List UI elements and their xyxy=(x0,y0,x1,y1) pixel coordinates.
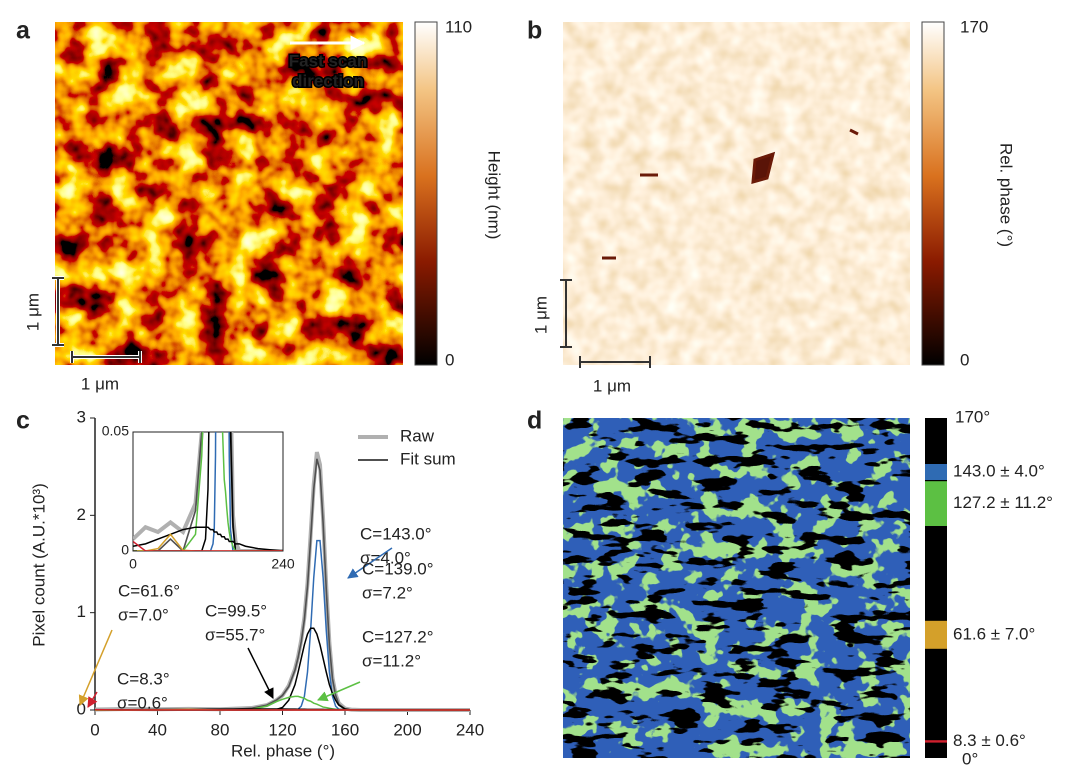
annotation: direction xyxy=(292,71,364,90)
annotation-arrow xyxy=(247,647,274,699)
phase-band xyxy=(925,464,947,480)
x-tick-label: 0 xyxy=(90,720,99,739)
x-tick-label: 240 xyxy=(456,720,484,739)
component-annotation: C=99.5° xyxy=(205,601,267,620)
colorbar xyxy=(921,21,945,366)
inset xyxy=(133,432,283,551)
panel-label: d xyxy=(527,407,542,435)
inset-component-line xyxy=(133,432,283,551)
colorbar-tick-label: 170 xyxy=(960,17,988,36)
annotation-arrow xyxy=(317,681,361,702)
annotation-arrow xyxy=(87,691,98,708)
legend-label: Raw xyxy=(400,426,435,445)
x-tick-label: 80 xyxy=(211,720,230,739)
component-annotation: C=127.2° xyxy=(362,627,434,646)
scale-bar xyxy=(71,351,141,363)
colorbar-tick-label: 0 xyxy=(445,350,454,369)
legend-label: Fit sum xyxy=(400,449,456,468)
colorbar-tick-label: 0 xyxy=(960,350,969,369)
phase-band xyxy=(925,740,947,743)
inset-component-line xyxy=(133,432,283,551)
phase-band xyxy=(925,481,947,526)
annotation-arrow xyxy=(78,629,113,706)
colorbar xyxy=(414,21,438,366)
y-axis-label: Pixel count (A.U.*10³) xyxy=(29,483,48,646)
phase-label: 127.2 ± 11.2° xyxy=(953,493,1053,512)
y-tick-label: 0 xyxy=(77,699,86,718)
y-tick-label: 2 xyxy=(77,505,86,524)
panel-label: a xyxy=(16,17,31,45)
component-annotation: σ=0.6° xyxy=(117,693,168,712)
scale-label: 1 μm xyxy=(23,293,42,331)
x-axis-label: Rel. phase (°) xyxy=(231,741,335,760)
component-annotation: σ=11.2° xyxy=(362,651,421,670)
inset-y-tick-label: 0 xyxy=(121,542,129,558)
component-annotation: C=8.3° xyxy=(117,669,170,688)
colorbar-tick-label: 0° xyxy=(962,749,978,768)
scale-bar xyxy=(579,356,651,368)
phase-label: 143.0 ± 4.0° xyxy=(953,461,1045,480)
x-tick-label: 40 xyxy=(148,720,167,739)
phase-map-texture xyxy=(563,22,910,365)
annotation: Fast scan xyxy=(289,51,367,70)
phase-defect xyxy=(602,128,859,260)
x-tick-label: 120 xyxy=(268,720,296,739)
panel-label: c xyxy=(16,407,30,435)
component-annotation: C=139.0° xyxy=(362,559,434,578)
scale-label: 1 μm xyxy=(593,376,631,395)
x-tick-label: 200 xyxy=(393,720,421,739)
component-annotation: σ=4.0° xyxy=(360,548,411,567)
component-annotation: σ=55.7° xyxy=(205,625,265,644)
scale-bar xyxy=(560,279,572,348)
inset-component-line xyxy=(133,526,283,551)
inset-x-tick-label: 0 xyxy=(129,556,137,572)
inset-y-tick-label: 0.05 xyxy=(102,423,129,439)
component-annotation: C=61.6° xyxy=(118,581,180,600)
component-annotation: σ=7.2° xyxy=(362,583,413,602)
x-tick-label: 160 xyxy=(331,720,359,739)
y-tick-label: 3 xyxy=(77,407,86,426)
height-map-texture xyxy=(55,22,403,365)
scale-label: 1 μm xyxy=(531,296,550,334)
colorbar-tick-label: 110 xyxy=(445,17,472,36)
phase-label: 8.3 ± 0.6° xyxy=(953,731,1026,750)
component-annotation: σ=7.0° xyxy=(118,605,169,624)
phase-band xyxy=(925,620,947,649)
scale-label: 1 μm xyxy=(81,374,119,393)
panel-label: b xyxy=(527,17,542,45)
annotation-arrow xyxy=(347,547,393,579)
colorbar-tick-label: 170° xyxy=(955,407,990,426)
inset-x-tick-label: 240 xyxy=(271,556,295,572)
component-annotation: C=143.0° xyxy=(360,524,432,543)
phase-segmentation-black xyxy=(563,418,910,758)
phase-label: 61.6 ± 7.0° xyxy=(953,624,1035,643)
colorbar-label: Rel. phase (°) xyxy=(997,143,1016,247)
scale-bar xyxy=(52,277,64,346)
y-tick-label: 1 xyxy=(77,602,86,621)
colorbar-label: Height (nm) xyxy=(485,151,504,240)
